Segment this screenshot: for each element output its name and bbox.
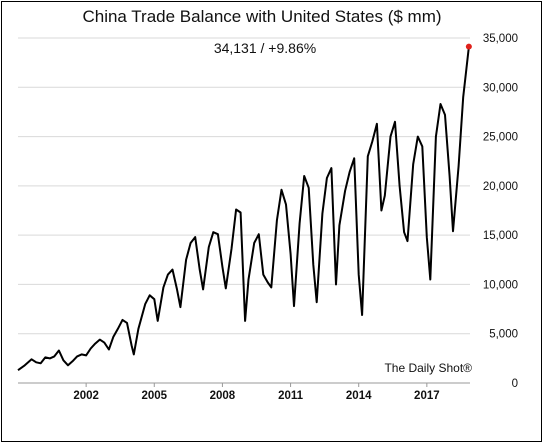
chart-title: China Trade Balance with United States (… xyxy=(82,7,441,26)
x-tick-labels: 2002 2005 2008 2011 2014 2017 xyxy=(73,390,439,402)
x-tick-label: 2014 xyxy=(346,390,372,402)
x-tick-label: 2008 xyxy=(210,390,236,402)
x-tick-label: 2005 xyxy=(141,390,167,402)
y-tick-label: 5,000 xyxy=(489,329,518,341)
latest-value-marker xyxy=(465,43,472,50)
y-tick-label: 20,000 xyxy=(483,181,518,193)
y-tick-label: 30,000 xyxy=(483,82,518,94)
y-tick-label: 25,000 xyxy=(483,132,518,144)
axes xyxy=(18,382,470,387)
y-tick-label: 15,000 xyxy=(483,230,518,242)
source-label: The Daily Shot® xyxy=(384,361,472,375)
chart-subtitle: 34,131 / +9.86% xyxy=(214,40,316,56)
x-tick-label: 2017 xyxy=(414,390,440,402)
y-tick-label: 35,000 xyxy=(483,33,518,45)
y-tick-label: 10,000 xyxy=(483,279,518,291)
series-line xyxy=(17,46,470,372)
y-tick-labels: 0 5,000 10,000 15,000 20,000 25,000 30,000 35,0… xyxy=(483,33,518,390)
grid-lines xyxy=(18,37,470,335)
x-tick-label: 2011 xyxy=(278,390,304,402)
x-tick-label: 2002 xyxy=(73,390,99,402)
y-tick-label: 0 xyxy=(512,378,518,390)
